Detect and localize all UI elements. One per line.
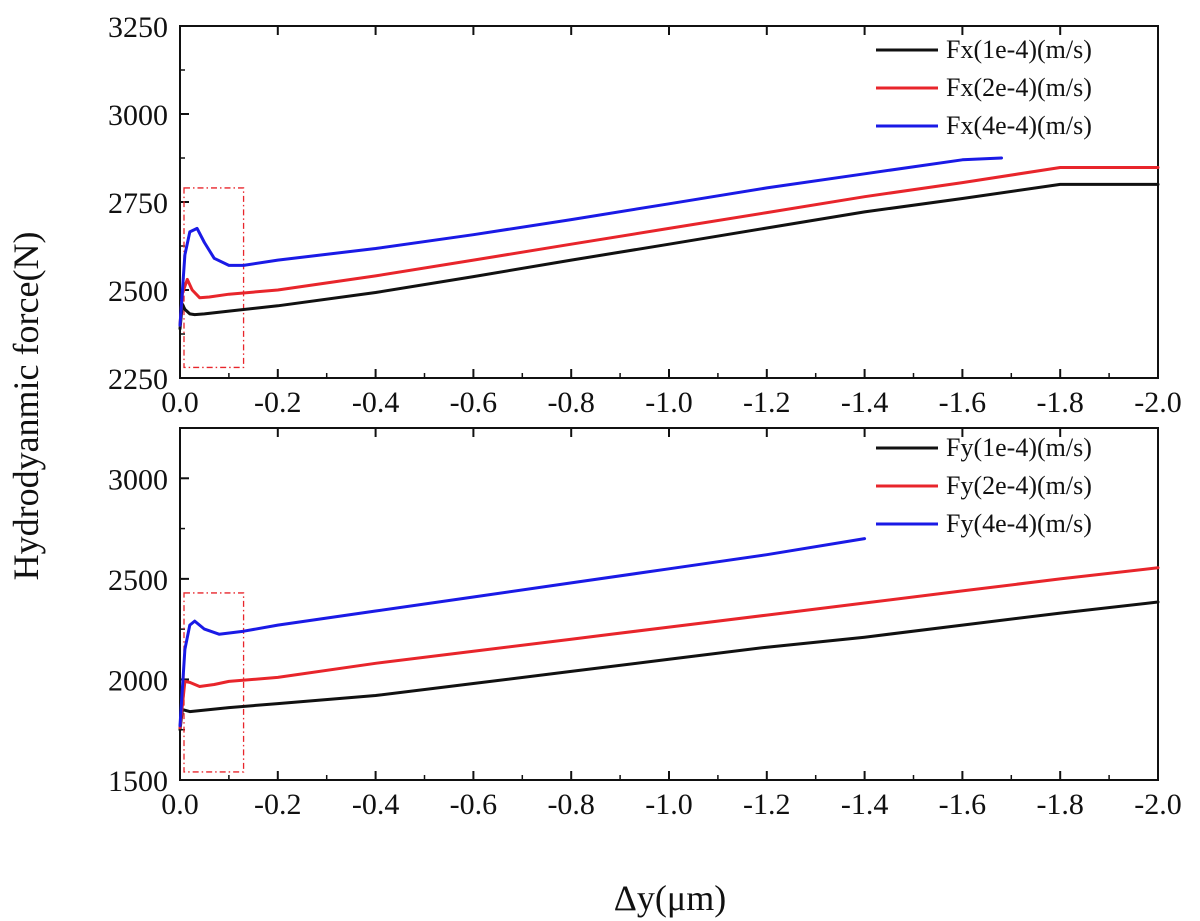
y-tick-label: 2250 [108, 363, 168, 396]
y-tick-label: 3250 [108, 11, 168, 44]
x-tick-label: -0.8 [547, 788, 595, 821]
x-tick-label: -1.2 [743, 788, 791, 821]
x-tick-label: -2.0 [1134, 386, 1182, 419]
x-tick-label: -1.4 [841, 788, 889, 821]
x-tick-label: 0.0 [161, 788, 199, 821]
x-tick-label: -1.0 [645, 386, 693, 419]
y-tick-label: 2000 [108, 664, 168, 697]
y-tick-label: 2750 [108, 187, 168, 220]
x-tick-label: -0.2 [254, 386, 302, 419]
x-tick-label: -1.6 [939, 386, 987, 419]
x-tick-label: -1.8 [1036, 788, 1084, 821]
y-tick-label: 2500 [108, 275, 168, 308]
legend-label: Fy(2e-4)(m/s) [946, 471, 1092, 500]
series-line [178, 166, 1160, 327]
x-tick-label: -1.2 [743, 386, 791, 419]
y-axis-title: Hydrodyanmic force(N) [6, 232, 46, 581]
series-line [178, 156, 1003, 327]
x-tick-label: -2.0 [1134, 788, 1182, 821]
legend-label: Fx(4e-4)(m/s) [946, 111, 1092, 140]
x-tick-label: -1.0 [645, 788, 693, 821]
legend-label: Fy(1e-4)(m/s) [946, 433, 1092, 462]
legend-label: Fy(4e-4)(m/s) [946, 509, 1092, 538]
x-tick-label: -1.6 [939, 788, 987, 821]
x-tick-label: -1.8 [1036, 386, 1084, 419]
series-line [178, 566, 1160, 730]
series-line [178, 537, 867, 728]
top-panel-fx: 0.0 -0.2 -0.4 -0.6 -0.8 -1.0 -1.2 -1.4 -1.6 -1.8 -… [108, 11, 1182, 419]
y-tick-label: 1500 [108, 765, 168, 798]
y-tick-label: 3000 [108, 99, 168, 132]
x-tick-label: -0.4 [352, 386, 400, 419]
legend-label: Fx(2e-4)(m/s) [946, 73, 1092, 102]
legend-label: Fx(1e-4)(m/s) [946, 35, 1092, 64]
y-tick-label: 3000 [108, 463, 168, 496]
x-tick-label: -0.8 [547, 386, 595, 419]
series-line [178, 600, 1160, 732]
x-tick-label: -0.6 [450, 386, 498, 419]
x-axis-title: Δy(μm) [614, 878, 726, 918]
x-tick-label: -0.4 [352, 788, 400, 821]
highlight-box [183, 187, 245, 369]
x-tick-label: -0.2 [254, 788, 302, 821]
y-tick-label: 2500 [108, 564, 168, 597]
bottom-panel-fy: 0.0 -0.2 -0.4 -0.6 -0.8 -1.0 -1.2 -1.4 -1.6 -1.8 -… [108, 427, 1182, 821]
x-tick-label: -0.6 [450, 788, 498, 821]
x-tick-label: -1.4 [841, 386, 889, 419]
series-line [178, 182, 1160, 331]
x-tick-label: 0.0 [161, 386, 199, 419]
